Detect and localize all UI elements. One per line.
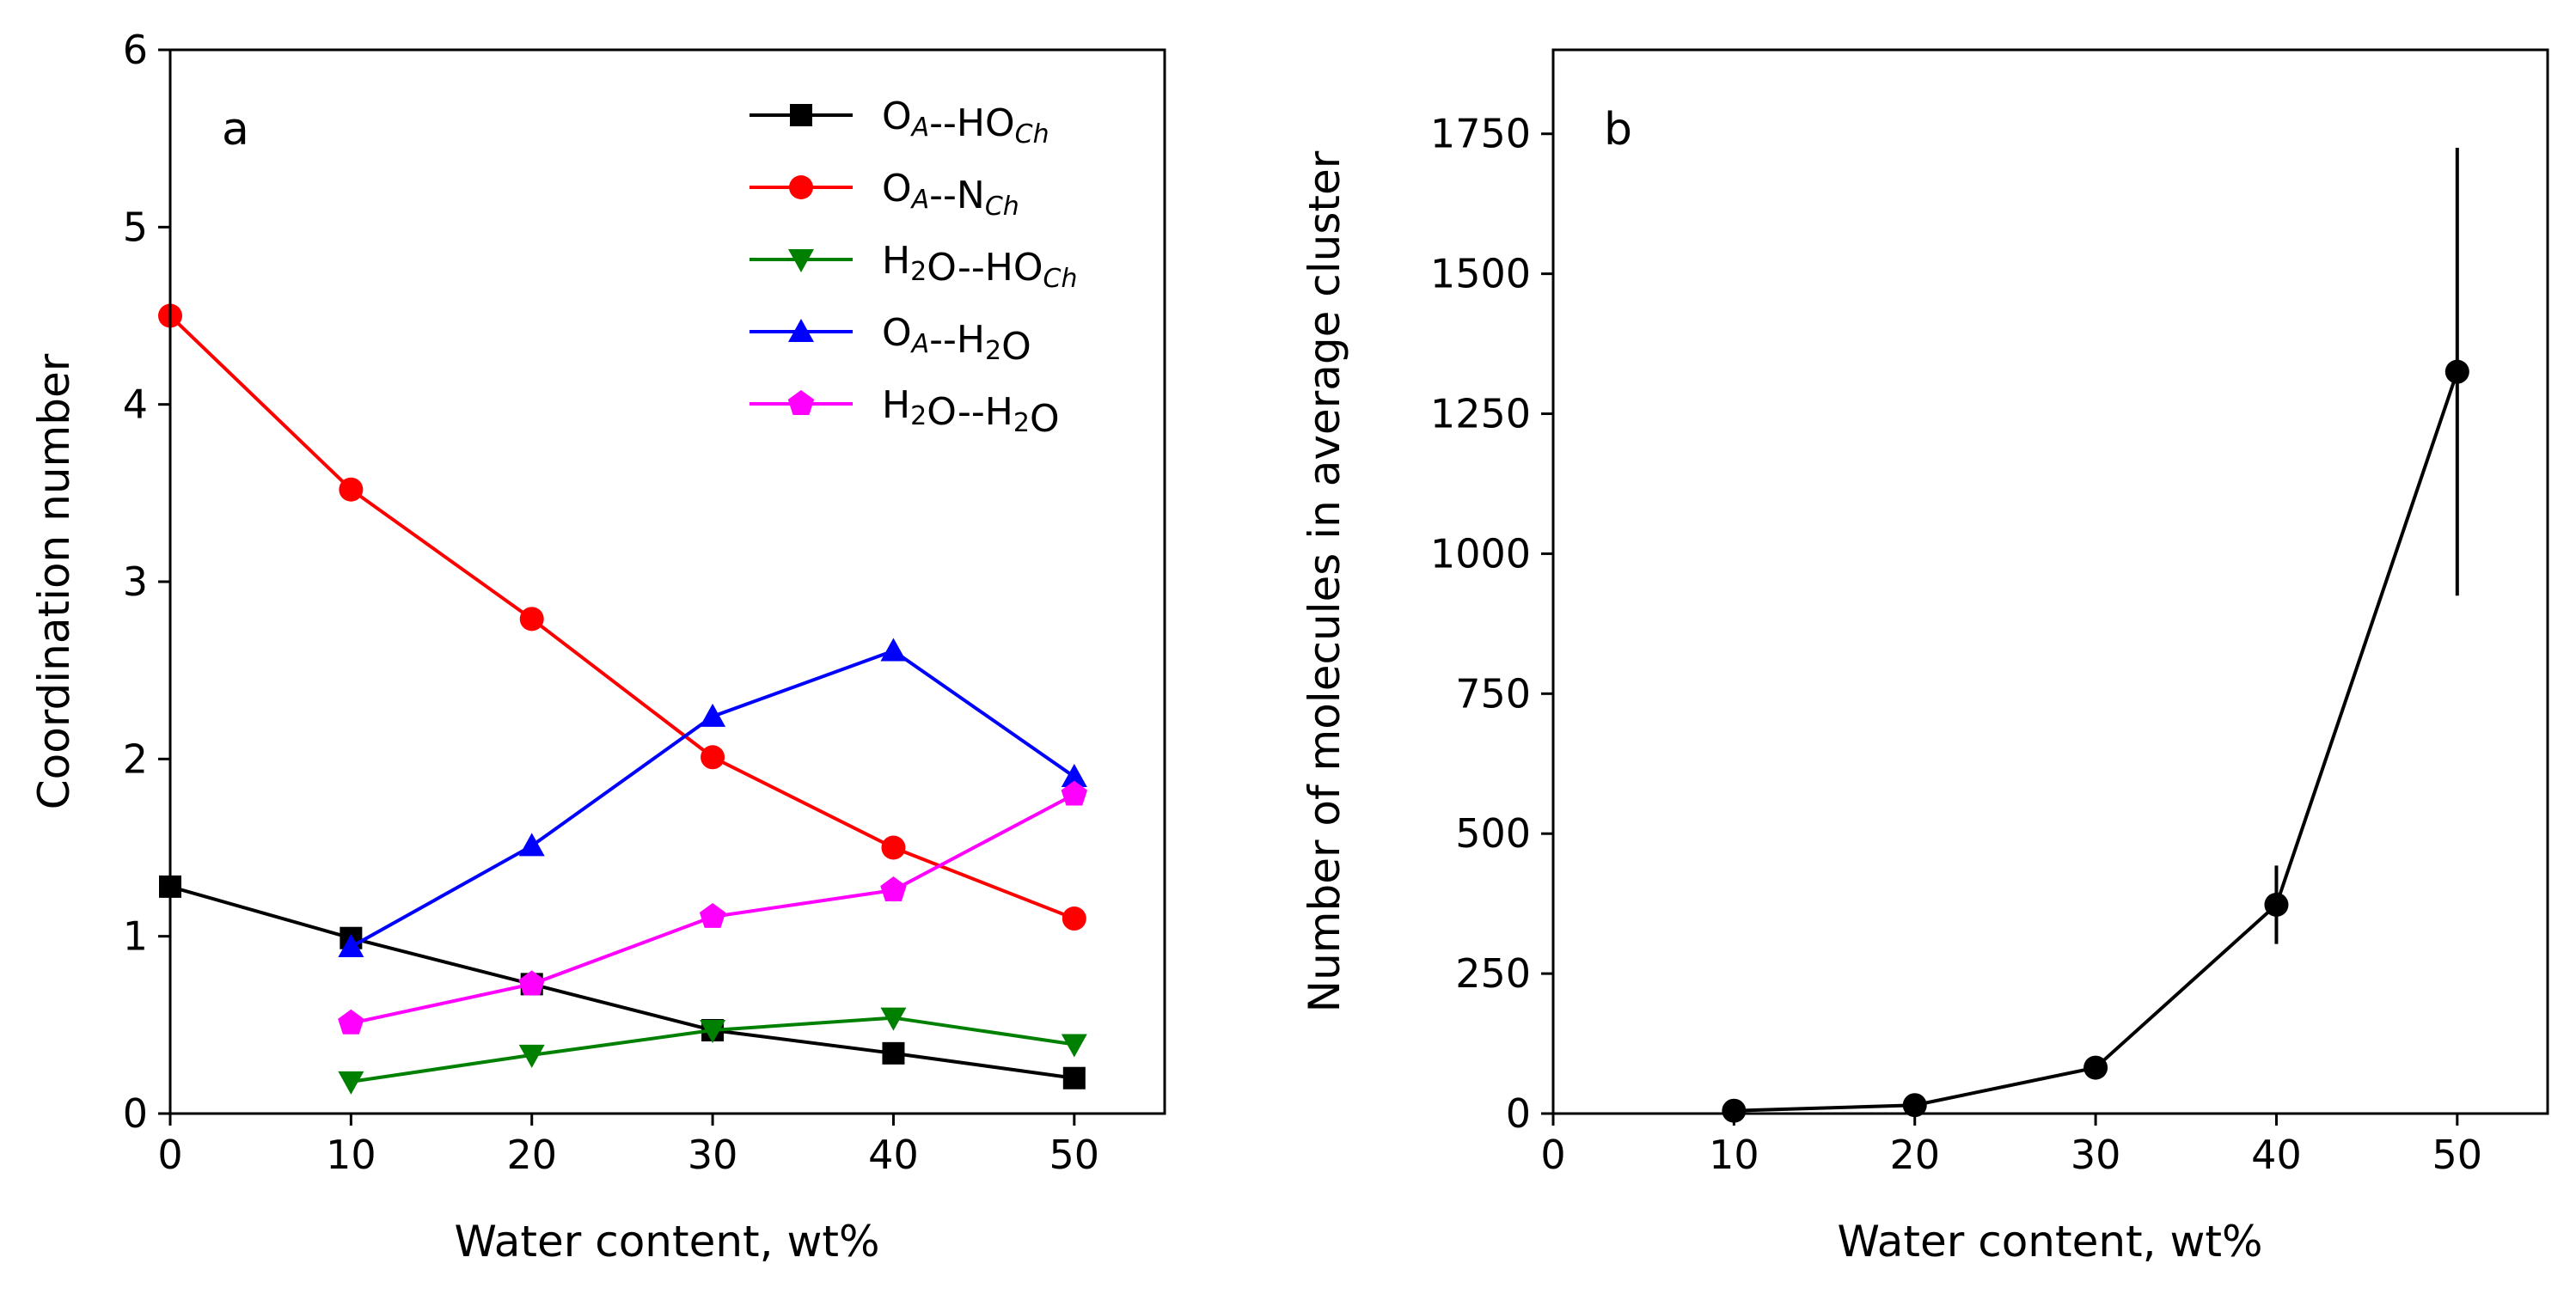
- panel-a-series-4-point: [518, 970, 545, 996]
- panel-a-series-1-point: [881, 835, 906, 860]
- panel-a-legend: OA--HOCh OA--NCh H2O--HOCh OA--H2O H2O--H2O: [750, 95, 1078, 441]
- panel-b-series-0: [1722, 148, 2469, 1123]
- panel-a-series-3-line: [350, 649, 1075, 949]
- panel-b-ytick-label: 0: [1506, 1090, 1531, 1137]
- legend-item-2: H2O--HOCh: [750, 239, 1078, 294]
- panel-b-xtick-label: 50: [2432, 1132, 2483, 1178]
- panel-a-series-0-line: [169, 884, 1075, 1080]
- panel-a-xlabel: Water content, wt%: [455, 1217, 880, 1267]
- panel-a-series-1-point: [1062, 906, 1086, 931]
- panel-a-series-1-point: [519, 607, 544, 632]
- panel-a-xtick-label: 0: [157, 1132, 182, 1178]
- legend-item-0-marker: [790, 104, 812, 126]
- panel-a-series-4-point: [338, 1009, 364, 1035]
- panel-a-ytick-label: 5: [123, 204, 148, 250]
- panel-a-series-4-point: [880, 876, 907, 901]
- panel-b-frame: [1551, 48, 2549, 1115]
- panel-a-label: a: [222, 104, 249, 156]
- panel-b-series-0-point: [2444, 359, 2469, 384]
- legend-item-1-marker: [789, 175, 813, 199]
- panel-a-series-0-point: [882, 1041, 905, 1065]
- panel-a-xtick-label: 50: [1049, 1132, 1100, 1178]
- panel-b-series-0-line: [1734, 371, 2459, 1113]
- panel-a-series-3-point: [700, 703, 726, 727]
- panel-a-series-3: [338, 638, 1087, 958]
- panel-b-xtick-label: 40: [2251, 1132, 2302, 1178]
- legend-item-3-label: OA--H2O: [882, 311, 1031, 369]
- panel-a-ytick-label: 3: [123, 558, 148, 605]
- panel-b-ytick-label: 1000: [1430, 530, 1531, 577]
- panel-a-series-2-point: [1061, 1034, 1087, 1058]
- legend-item-4-marker: [787, 390, 815, 415]
- panel-b-ytick-label: 1250: [1430, 391, 1531, 437]
- legend-item-4: H2O--H2O: [750, 383, 1060, 441]
- legend-item-0-label: OA--HOCh: [882, 95, 1049, 150]
- panel-a-series-1-line: [168, 314, 1075, 920]
- legend-item-1: OA--NCh: [750, 167, 1019, 222]
- panel-a-ytick-label: 0: [123, 1090, 148, 1137]
- panel-b-label: b: [1604, 104, 1632, 156]
- panel-a-series-2-point: [700, 1020, 726, 1044]
- panel-a-ytick-label: 1: [123, 913, 148, 960]
- legend-item-0: OA--HOCh: [750, 95, 1049, 150]
- legend-item-3: OA--H2O: [750, 311, 1031, 369]
- panel-a-series-2-point: [880, 1007, 907, 1031]
- panel-a-series-0: [159, 875, 1086, 1090]
- panel-a-series-3-point: [338, 934, 364, 958]
- panel-b-series-0-point: [1902, 1093, 1927, 1118]
- panel-a-series-4-point: [1061, 780, 1088, 806]
- panel-a-ytick-label: 2: [123, 736, 148, 782]
- panel-a-series-3-point: [1061, 763, 1087, 787]
- panel-a-series: [158, 303, 1088, 1095]
- panel-a-ytick-label: 4: [123, 381, 148, 428]
- legend-item-1-label: OA--NCh: [882, 167, 1019, 222]
- panel-a-series-4-point: [699, 902, 726, 928]
- panel-a-ylabel: Coordination number: [29, 353, 79, 809]
- panel-b-xlabel: Water content, wt%: [1838, 1217, 2263, 1267]
- panel-b-ytick-label: 1750: [1430, 111, 1531, 157]
- legend-item-3-marker: [788, 319, 814, 342]
- panel-a-xtick-label: 40: [868, 1132, 919, 1178]
- legend-item-4-label: H2O--H2O: [882, 383, 1060, 441]
- panel-b-ytick-label: 250: [1455, 950, 1531, 997]
- panel-a-series-2-point: [518, 1044, 545, 1068]
- panel-a-series-3-point: [880, 638, 907, 662]
- panel-b-xtick-label: 30: [2071, 1132, 2121, 1178]
- panel-b-xtick-label: 10: [1709, 1132, 1759, 1178]
- panel-a-ticks: 0 10 20 30 40 50 0 1 2 3 4 5 6: [123, 27, 1099, 1178]
- panel-b-series-0-point: [2264, 892, 2289, 917]
- panel-b-ylabel: Number of molecules in average cluster: [1300, 150, 1349, 1012]
- panel-b-xtick-label: 0: [1540, 1132, 1565, 1178]
- panel-a-series-0-point: [1062, 1066, 1086, 1090]
- panel-a-xtick-label: 30: [688, 1132, 738, 1178]
- panel-a-series-2-point: [338, 1071, 364, 1095]
- panel-a-xtick-label: 10: [326, 1132, 376, 1178]
- panel-a-series-1-point: [339, 477, 364, 502]
- panel-b-xtick-label: 20: [1889, 1132, 1940, 1178]
- panel-a-ytick-label: 6: [123, 27, 148, 73]
- panel-a-series-2: [338, 1007, 1087, 1095]
- panel-b-ytick-label: 1500: [1430, 251, 1531, 297]
- panel-b-series: [1722, 148, 2469, 1123]
- panel-a-series-1-point: [701, 745, 725, 770]
- legend-item-2-label: H2O--HOCh: [882, 239, 1078, 294]
- panel-b-series-0-point: [2083, 1055, 2108, 1080]
- panel-b-ytick-label: 500: [1455, 810, 1531, 857]
- panel-b-series-0-point: [1722, 1098, 1747, 1123]
- panel-a-series-3-point: [518, 833, 545, 857]
- legend-item-2-marker: [788, 249, 814, 272]
- panel-a-series-4: [338, 780, 1088, 1035]
- panel-a-xtick-label: 20: [506, 1132, 557, 1178]
- panel-b-ytick-label: 750: [1455, 670, 1531, 717]
